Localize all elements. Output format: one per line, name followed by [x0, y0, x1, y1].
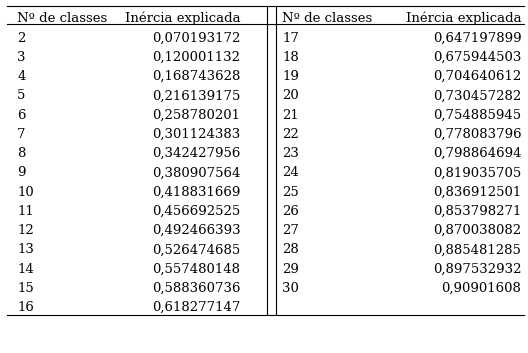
Text: 24: 24: [282, 166, 299, 179]
Text: 26: 26: [282, 205, 299, 218]
Text: 0,120001132: 0,120001132: [153, 51, 240, 64]
Text: 0,557480148: 0,557480148: [153, 263, 240, 276]
Text: 9: 9: [17, 166, 26, 179]
Text: 15: 15: [17, 282, 34, 295]
Text: 0,380907564: 0,380907564: [152, 166, 240, 179]
Text: 8: 8: [17, 147, 25, 160]
Text: 0,730457282: 0,730457282: [433, 89, 521, 102]
Text: 0,675944503: 0,675944503: [433, 51, 521, 64]
Text: 25: 25: [282, 186, 299, 199]
Text: 13: 13: [17, 244, 34, 256]
Text: 0,492466393: 0,492466393: [152, 224, 240, 237]
Text: 5: 5: [17, 89, 25, 102]
Text: 0,778083796: 0,778083796: [433, 128, 521, 141]
Text: 20: 20: [282, 89, 299, 102]
Text: 23: 23: [282, 147, 299, 160]
Text: 11: 11: [17, 205, 34, 218]
Text: 28: 28: [282, 244, 299, 256]
Text: Nº de classes: Nº de classes: [282, 12, 373, 25]
Text: 0,418831669: 0,418831669: [152, 186, 240, 199]
Text: 0,819035705: 0,819035705: [433, 166, 521, 179]
Text: 19: 19: [282, 70, 299, 83]
Text: 18: 18: [282, 51, 299, 64]
Text: 0,885481285: 0,885481285: [433, 244, 521, 256]
Text: Inércia explicada: Inércia explicada: [406, 12, 521, 25]
Text: 10: 10: [17, 186, 34, 199]
Text: 0,342427956: 0,342427956: [152, 147, 240, 160]
Text: 6: 6: [17, 109, 26, 121]
Text: 30: 30: [282, 282, 299, 295]
Text: 29: 29: [282, 263, 299, 276]
Text: 0,870038082: 0,870038082: [433, 224, 521, 237]
Text: 0,258780201: 0,258780201: [153, 109, 240, 121]
Text: 27: 27: [282, 224, 299, 237]
Text: 0,070193172: 0,070193172: [152, 31, 240, 44]
Text: 0,301124383: 0,301124383: [152, 128, 240, 141]
Text: 22: 22: [282, 128, 299, 141]
Text: Inércia explicada: Inércia explicada: [125, 12, 240, 25]
Text: 4: 4: [17, 70, 25, 83]
Text: 0,618277147: 0,618277147: [152, 301, 240, 314]
Text: 0,90901608: 0,90901608: [441, 282, 521, 295]
Text: 12: 12: [17, 224, 34, 237]
Text: 0,853798271: 0,853798271: [433, 205, 521, 218]
Text: 0,168743628: 0,168743628: [152, 70, 240, 83]
Text: 0,588360736: 0,588360736: [152, 282, 240, 295]
Text: 14: 14: [17, 263, 34, 276]
Text: 0,456692525: 0,456692525: [152, 205, 240, 218]
Text: 0,647197899: 0,647197899: [433, 31, 521, 44]
Text: Nº de classes: Nº de classes: [17, 12, 107, 25]
Text: 0,526474685: 0,526474685: [152, 244, 240, 256]
Text: 3: 3: [17, 51, 26, 64]
Text: 0,216139175: 0,216139175: [152, 89, 240, 102]
Text: 0,754885945: 0,754885945: [433, 109, 521, 121]
Text: 7: 7: [17, 128, 26, 141]
Text: 16: 16: [17, 301, 34, 314]
Text: 0,704640612: 0,704640612: [433, 70, 521, 83]
Text: 17: 17: [282, 31, 299, 44]
Text: 0,897532932: 0,897532932: [433, 263, 521, 276]
Text: 0,798864694: 0,798864694: [433, 147, 521, 160]
Text: 2: 2: [17, 31, 25, 44]
Text: 21: 21: [282, 109, 299, 121]
Text: 0,836912501: 0,836912501: [433, 186, 521, 199]
